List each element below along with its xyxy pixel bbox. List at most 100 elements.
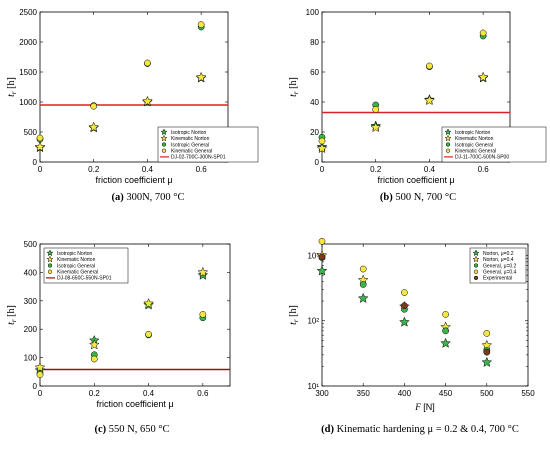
data-point-s4 (145, 330, 152, 338)
x-tick-label: 0.6 (197, 389, 209, 398)
data-point-s2 (424, 94, 435, 106)
legend-marker (161, 142, 167, 147)
legend-marker (473, 263, 479, 268)
data-point-s4 (479, 29, 487, 37)
chart-panel-3: 0 100 200 300 400 500 0 0.2 0.4 0.6 friction coeff… (6, 240, 231, 435)
data-point-s2 (143, 297, 154, 309)
panel-caption: (a) 300N, 700 °C (111, 192, 184, 203)
legend-label: Isotropic Norton (57, 251, 93, 257)
legend-label: Kinematic Norton (455, 136, 494, 142)
legend-label: General, μ=0.4 (483, 270, 517, 276)
data-point-s2 (34, 361, 46, 373)
chart-panel-1: 0 500 1000 1500 2000 2500 0 0.2 0.4 0.6 friction c… (6, 8, 259, 203)
legend-marker (444, 134, 452, 142)
legend-marker (473, 269, 479, 274)
legend-marker (445, 148, 451, 153)
legend-marker (160, 128, 168, 136)
plot-frame (321, 243, 529, 387)
y-tick-label: 20 (310, 128, 319, 137)
data-point-s1 (357, 292, 369, 303)
data-point-s4 (359, 265, 367, 273)
data-point-s2 (34, 141, 46, 152)
legend-marker (47, 263, 53, 268)
data-point-s2 (370, 121, 382, 133)
x-tick-label: 0.2 (370, 165, 382, 174)
data-point-s4 (401, 289, 408, 296)
data-point-s5 (483, 348, 491, 356)
y-tick-label: 0 (33, 158, 38, 167)
data-point-s4 (318, 237, 326, 245)
legend-marker (473, 275, 479, 281)
y-tick-label: 0 (315, 158, 320, 167)
legend-label: Isotropic General (171, 142, 209, 148)
x-tick-label: 450 (439, 389, 453, 398)
legend-label: Kinematic Norton (57, 257, 96, 263)
legend-label: General, μ=0.2 (483, 263, 517, 269)
y-tick-label: 10² (307, 317, 319, 326)
legend-label: DJ-02-700C-300N-SP01 (171, 155, 226, 161)
x-axis-label: friction coefficient μ (95, 175, 172, 185)
data-point-s2 (316, 142, 328, 154)
legend-box (469, 247, 527, 284)
x-axis-label: friction coefficient μ (377, 175, 454, 185)
data-point-s2 (88, 121, 100, 132)
legend-marker (445, 142, 451, 147)
x-tick-label: 0.4 (424, 165, 436, 174)
data-point-s5 (401, 302, 408, 310)
y-tick-label: 40 (310, 98, 319, 107)
panel-caption: (d) Kinematic hardening μ = 0.2 & 0.4, 7… (321, 424, 519, 435)
plot-frame (321, 11, 511, 163)
legend-label: Norton, μ=0.4 (483, 257, 514, 263)
legend-label: Isotropic General (455, 142, 493, 148)
legend-label: Isotropic Norton (171, 130, 207, 136)
y-tick-label: 400 (24, 268, 38, 277)
x-tick-label: 0.6 (478, 165, 490, 174)
data-point-s2 (195, 71, 207, 82)
x-axis-label: friction coefficient μ (96, 399, 173, 409)
y-tick-label: 200 (24, 325, 38, 334)
legend-label: Isotropic General (57, 263, 95, 269)
data-point-s4 (318, 137, 326, 145)
y-tick-label: 10³ (307, 251, 319, 260)
data-point-s2 (142, 95, 153, 106)
legend-marker (47, 269, 53, 274)
legend-label: Norton, μ=0.2 (483, 251, 514, 257)
x-tick-label: 0 (38, 165, 43, 174)
data-point-s3 (359, 281, 367, 288)
data-point-s4 (426, 62, 433, 70)
legend-marker (444, 128, 452, 136)
y-tick-label: 100 (24, 354, 38, 363)
data-point-s1 (440, 337, 451, 348)
x-tick-label: 0.2 (89, 389, 101, 398)
legend-marker (161, 148, 167, 153)
data-point-s1 (316, 265, 328, 276)
y-axis-label: tr [h] (6, 305, 18, 325)
x-tick-label: 300 (315, 389, 329, 398)
data-point-s4 (197, 21, 205, 28)
data-point-s4 (36, 371, 44, 378)
x-tick-label: 0.4 (142, 165, 154, 174)
x-tick-label: 550 (521, 389, 535, 398)
legend-box (43, 247, 129, 284)
y-tick-label: 500 (24, 128, 38, 137)
legend-marker (46, 255, 54, 263)
y-tick-label: 60 (310, 68, 319, 77)
chart-panel-4: 10¹ 10² 10³ 300 350 400 450 500 550 F [N] tr [h] No… (288, 237, 535, 435)
legend-label: Kinematic General (171, 149, 212, 155)
legend-label: DJ-11-700C-500N-SP00 (455, 155, 509, 161)
legend-box (157, 126, 259, 163)
data-point-s2 (477, 71, 489, 82)
x-tick-label: 500 (480, 389, 494, 398)
chart-panel-2: 0 20 40 60 80 100 0 0.2 0.4 0.6 friction coefficie… (288, 8, 547, 203)
data-point-s3 (442, 327, 449, 335)
legend-marker (472, 255, 480, 263)
x-tick-label: 400 (398, 389, 412, 398)
data-point-s4 (90, 355, 98, 363)
y-tick-label: 300 (24, 297, 38, 306)
y-tick-label: 2000 (19, 38, 37, 47)
y-axis-label: tr [h] (288, 305, 300, 325)
y-tick-label: 500 (24, 240, 38, 249)
y-tick-label: 80 (310, 38, 319, 47)
panel-caption: (b) 500 N, 700 °C (380, 192, 456, 203)
legend-label: Kinematic General (57, 270, 98, 276)
